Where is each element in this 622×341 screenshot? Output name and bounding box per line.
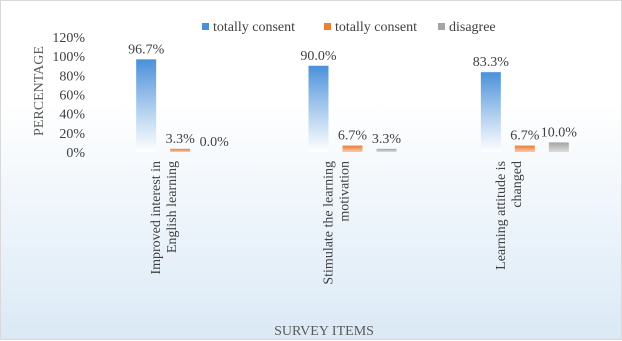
legend-swatch [324, 23, 331, 30]
svg-text:Stimulate the learningmotivati: Stimulate the learningmotivation [322, 161, 353, 285]
data-label: 96.7% [128, 42, 165, 57]
bar-series-3-cat-2 [376, 148, 397, 152]
bar-series-1-cat-1 [136, 59, 157, 153]
legend-swatch [202, 23, 209, 30]
legend-entry: disagree [449, 20, 496, 35]
category-label-line: Improved interest in [149, 161, 164, 275]
bar-series-3-cat-3 [548, 142, 569, 152]
x-axis: Improved interest inEnglish learning Stim… [149, 161, 525, 285]
data-label: 83.3% [473, 55, 510, 70]
y-tick-label: 20% [59, 127, 85, 142]
legend: totally consent totally consent disagree [202, 20, 496, 35]
data-label: 0.0% [200, 135, 230, 150]
bar-series-2-cat-3 [514, 145, 535, 152]
legend-swatch [438, 23, 445, 30]
y-tick-label: 120% [52, 31, 85, 46]
y-axis-title: PERCENTAGE [32, 46, 47, 136]
y-tick-label: 60% [59, 89, 85, 104]
x-axis-title: SURVEY ITEMS [274, 324, 374, 339]
bar-series-1-cat-2 [308, 65, 329, 152]
category-label: Stimulate the learningmotivation [322, 161, 353, 285]
category-label: Learning attitude ischanged [494, 161, 525, 270]
y-axis: 0% 20% 40% 60% 80% 100% 120% [52, 31, 85, 161]
y-tick-label: 100% [52, 50, 85, 65]
y-tick-label: 80% [59, 69, 85, 84]
data-label: 6.7% [338, 129, 368, 144]
svg-text:Improved interest inEnglish le: Improved interest inEnglish learning [149, 161, 180, 275]
data-label: 6.7% [510, 129, 540, 144]
category-label-line: English learning [165, 161, 180, 253]
bar-series-2-cat-1 [170, 148, 191, 152]
legend-entry: totally consent [213, 20, 295, 35]
data-label: 90.0% [300, 49, 337, 64]
bar-series-2-cat-2 [342, 145, 363, 152]
category-label-line: Learning attitude is [494, 161, 509, 270]
category-label-line: Stimulate the learning [322, 161, 337, 285]
category-label-line: motivation [338, 161, 353, 222]
bars: 96.7% 90.0% 83.3% 3.3% 6.7% 6.7% 0.0% 3.3% 10.0% [128, 42, 578, 153]
data-label: 10.0% [541, 125, 578, 140]
data-label: 3.3% [372, 132, 402, 147]
legend-entry: totally consent [335, 20, 417, 35]
bar-series-1-cat-3 [480, 72, 501, 152]
category-label: Improved interest inEnglish learning [149, 161, 180, 275]
y-tick-label: 40% [59, 108, 85, 123]
svg-text:Learning attitude ischanged: Learning attitude ischanged [494, 161, 525, 270]
y-tick-label: 0% [66, 146, 85, 161]
data-label: 3.3% [166, 132, 196, 147]
category-label-line: changed [510, 161, 525, 208]
